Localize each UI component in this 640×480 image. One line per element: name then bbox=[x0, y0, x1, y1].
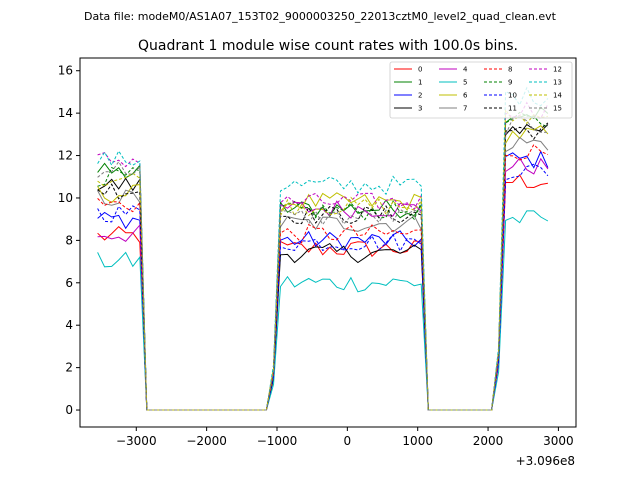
legend-label-12: 12 bbox=[553, 66, 562, 74]
legend-label-6: 6 bbox=[463, 92, 468, 100]
y-tick-label: 6 bbox=[65, 276, 73, 290]
legend-label-4: 4 bbox=[463, 66, 468, 74]
series-line-15 bbox=[97, 115, 548, 411]
y-tick-label: 2 bbox=[65, 361, 73, 375]
legend-label-0: 0 bbox=[418, 66, 422, 74]
series-line-2 bbox=[97, 150, 549, 411]
y-tick-label: 14 bbox=[58, 106, 73, 120]
plot-lines bbox=[97, 86, 549, 411]
plot-frame bbox=[79, 57, 577, 428]
legend-label-5: 5 bbox=[463, 79, 467, 87]
series-line-7 bbox=[97, 136, 549, 411]
x-tick-label: 3000 bbox=[543, 434, 574, 448]
legend-label-9: 9 bbox=[508, 79, 512, 87]
x-tick-label: 1000 bbox=[402, 434, 433, 448]
x-tick-label: −1000 bbox=[257, 434, 298, 448]
chart-title: Quadrant 1 module wise count rates with … bbox=[138, 38, 518, 54]
series-line-13 bbox=[97, 86, 549, 411]
y-tick-label: 4 bbox=[65, 318, 73, 332]
series-line-11 bbox=[97, 122, 549, 411]
y-tick-label: 10 bbox=[58, 191, 73, 205]
y-tick-label: 16 bbox=[58, 64, 73, 78]
series-line-14 bbox=[97, 107, 548, 411]
legend-label-10: 10 bbox=[508, 92, 517, 100]
series-line-6 bbox=[97, 125, 549, 411]
y-axis: 0 2 4 6 8 10 12 14 16 bbox=[58, 64, 80, 417]
series-line-4 bbox=[97, 157, 549, 411]
series-line-3 bbox=[97, 123, 549, 411]
x-tick-label: −2000 bbox=[186, 434, 227, 448]
legend-label-11: 11 bbox=[508, 105, 517, 113]
data-file-label: Data file: modeM0/AS1A07_153T02_90000032… bbox=[84, 10, 557, 23]
x-axis: −3000 −2000 −1000 0 1000 2000 3000 bbox=[116, 427, 574, 448]
legend-label-8: 8 bbox=[508, 66, 512, 74]
legend-label-3: 3 bbox=[418, 105, 422, 113]
y-tick-label: 0 bbox=[65, 403, 73, 417]
legend-label-2: 2 bbox=[418, 92, 422, 100]
y-tick-label: 8 bbox=[65, 233, 73, 247]
y-tick-label: 12 bbox=[58, 149, 73, 163]
series-line-9 bbox=[97, 111, 549, 411]
series-line-0 bbox=[97, 174, 548, 411]
series-line-10 bbox=[97, 163, 549, 411]
series-line-5 bbox=[97, 210, 549, 411]
series-line-1 bbox=[97, 106, 549, 411]
legend-label-15: 15 bbox=[553, 105, 562, 113]
x-tick-label: 0 bbox=[344, 434, 352, 448]
legend-label-13: 13 bbox=[553, 79, 562, 87]
legend-label-7: 7 bbox=[463, 105, 467, 113]
series-line-8 bbox=[97, 143, 549, 411]
legend-label-14: 14 bbox=[553, 92, 562, 100]
x-tick-label: 2000 bbox=[473, 434, 504, 448]
series-line-12 bbox=[97, 101, 549, 411]
legend-box bbox=[389, 61, 573, 119]
x-offset-label: +3.096e8 bbox=[516, 454, 575, 468]
legend-label-1: 1 bbox=[418, 79, 422, 87]
x-tick-label: −3000 bbox=[116, 434, 157, 448]
